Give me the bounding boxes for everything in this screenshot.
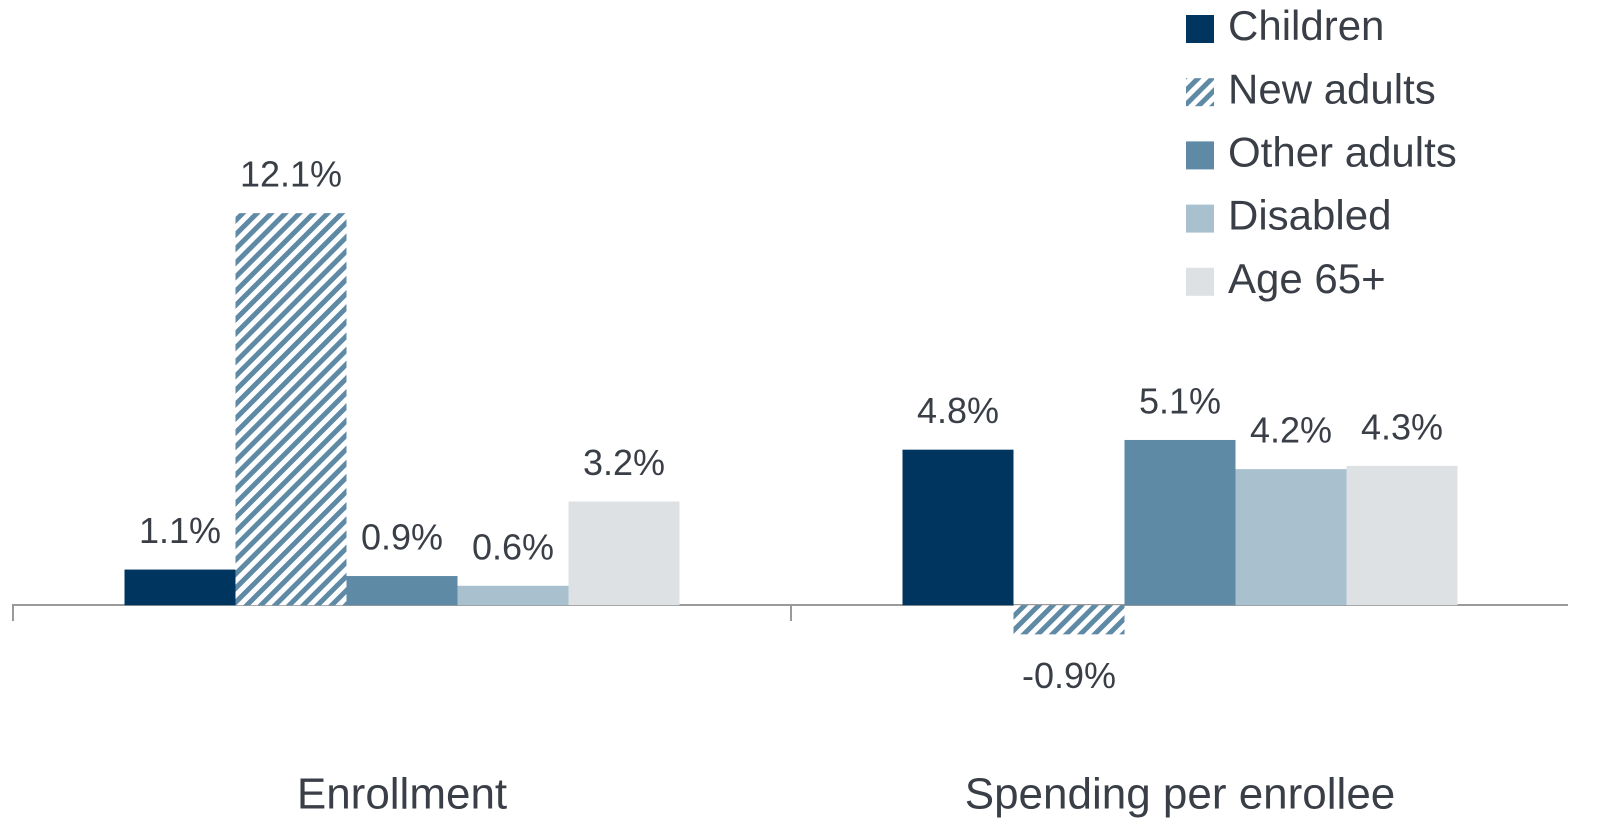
bar xyxy=(568,501,680,606)
legend-label: New adults xyxy=(1228,65,1436,112)
bar xyxy=(1346,465,1458,606)
data-label: 5.1% xyxy=(1139,380,1221,421)
bar xyxy=(902,449,1014,606)
legend-swatch xyxy=(1186,15,1214,43)
data-label: -0.9% xyxy=(1022,655,1116,696)
data-label: 4.2% xyxy=(1250,410,1332,451)
data-label: 1.1% xyxy=(139,510,221,551)
data-label: 0.9% xyxy=(361,517,443,558)
category-label: Enrollment xyxy=(297,770,507,819)
legend-swatch xyxy=(1186,78,1214,107)
legend-label: Age 65+ xyxy=(1228,255,1386,302)
bar xyxy=(457,585,569,606)
bar xyxy=(124,569,236,606)
data-label: 0.6% xyxy=(472,526,554,567)
bar xyxy=(346,576,458,606)
category-label: Spending per enrollee xyxy=(965,770,1396,819)
bar xyxy=(1124,439,1236,606)
data-label: 3.2% xyxy=(583,442,665,483)
legend-label: Other adults xyxy=(1228,128,1457,175)
legend-label: Children xyxy=(1228,2,1384,49)
legend-swatch xyxy=(1186,141,1214,170)
data-label: 12.1% xyxy=(240,154,342,195)
data-label: 4.8% xyxy=(917,390,999,431)
legend-swatch xyxy=(1186,267,1214,296)
legend-swatch xyxy=(1186,204,1214,233)
bar xyxy=(1235,469,1347,606)
bar xyxy=(235,213,347,606)
legend-label: Disabled xyxy=(1228,192,1391,239)
bar xyxy=(1013,605,1125,635)
data-label: 4.3% xyxy=(1361,406,1443,447)
